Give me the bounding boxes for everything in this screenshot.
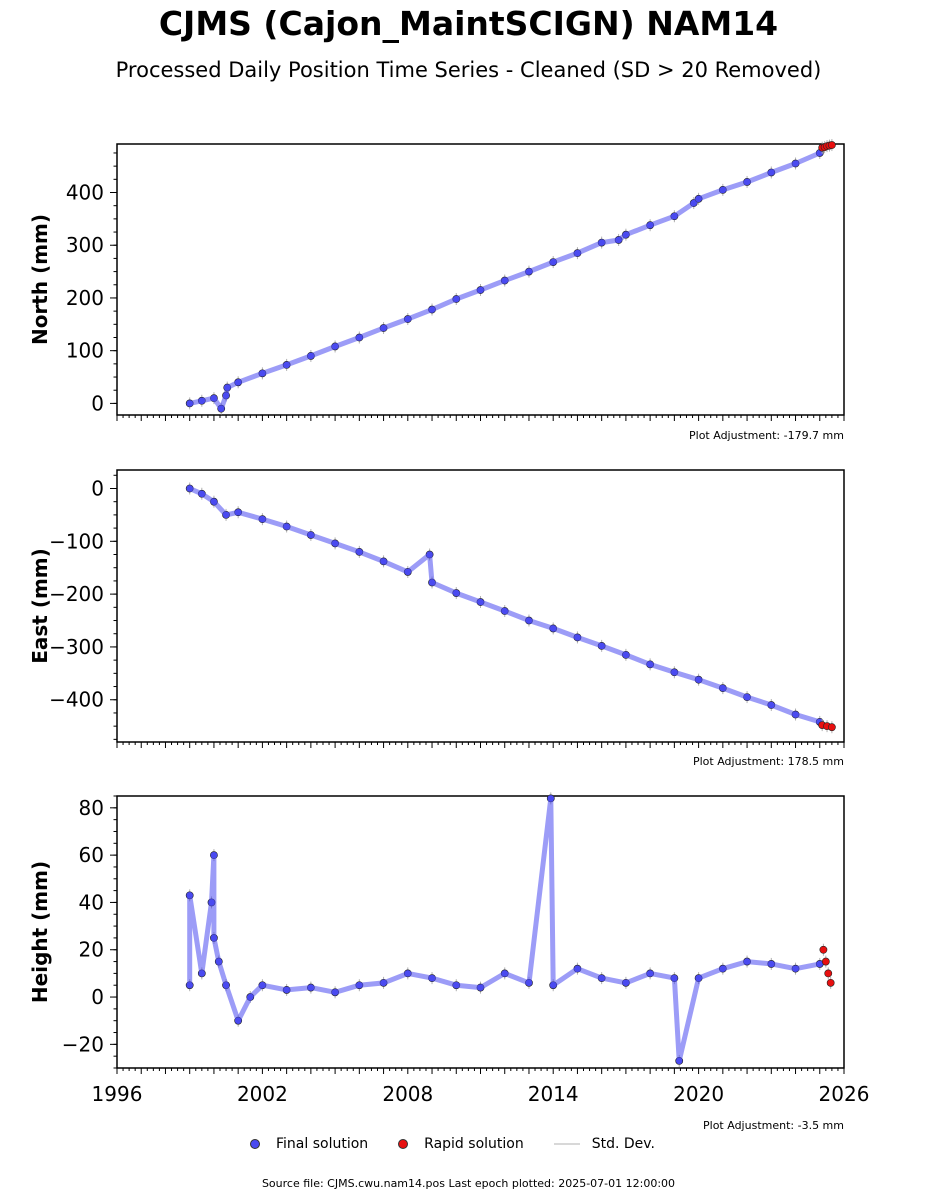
y-axis-label: North (mm) (28, 214, 52, 345)
legend-std-dev: Std. Dev. (553, 1136, 655, 1152)
x-tick-label: 1996 (92, 1082, 143, 1106)
final-solution-marker-icon (250, 1139, 260, 1149)
final-solution-trend (187, 795, 821, 1064)
rapid-solution-point (827, 723, 836, 732)
y-tick-label: −300 (49, 635, 104, 659)
final-solution-trend (189, 150, 821, 412)
legend-std-label: Std. Dev. (591, 1136, 655, 1152)
std-dev-line-icon (553, 1143, 580, 1145)
y-tick-label: 400 (66, 181, 104, 205)
rapid-solution-point (819, 945, 828, 954)
y-axis-label: East (mm) (28, 548, 52, 664)
final-solution-trend (188, 486, 821, 725)
y-tick-label: −400 (49, 688, 104, 712)
y-tick-label: 0 (91, 391, 104, 415)
rapid-solution-marker-icon (398, 1139, 409, 1149)
chart-legend: Final solution Rapid solution Std. Dev. (250, 1136, 685, 1152)
x-tick-label: 2026 (819, 1082, 870, 1106)
rapid-solution-point (821, 957, 830, 966)
y-tick-label: 200 (66, 286, 104, 310)
legend-final-label: Final solution (276, 1136, 369, 1152)
rapid-solution-point (827, 141, 836, 149)
y-tick-label: 100 (66, 339, 104, 363)
legend-final-solution: Final solution (250, 1136, 368, 1152)
x-tick-label: 2014 (528, 1082, 579, 1106)
east-plot-adjustment: Plot Adjustment: 178.5 mm (692, 755, 844, 768)
source-footer: Source file: CJMS.cwu.nam14.pos Last epo… (261, 1177, 676, 1190)
x-tick-label: 2008 (382, 1082, 433, 1106)
y-tick-label: −100 (49, 529, 104, 553)
y-tick-label: 60 (79, 843, 104, 867)
y-tick-label: 20 (79, 938, 104, 962)
chart-subtitle: Processed Daily Position Time Series - C… (115, 58, 822, 82)
y-tick-label: 0 (91, 985, 104, 1009)
y-tick-label: −20 (62, 1032, 104, 1056)
y-tick-label: 0 (91, 476, 104, 500)
rapid-solution-point (824, 969, 833, 978)
chart-title: CJMS (Cajon_MaintSCIGN) NAM14 (158, 4, 779, 43)
legend-rapid-label: Rapid solution (424, 1136, 524, 1152)
plot-frame-2 (116, 795, 845, 1069)
y-tick-label: −200 (49, 582, 104, 606)
rapid-solution-point (826, 978, 835, 987)
x-tick-label: 2002 (237, 1082, 288, 1106)
height-plot-adjustment: Plot Adjustment: -3.5 mm (703, 1119, 844, 1132)
y-tick-label: 300 (66, 233, 104, 257)
y-axis-label: Height (mm) (28, 861, 52, 1003)
y-tick-label: 80 (79, 796, 104, 820)
legend-rapid-solution: Rapid solution (398, 1136, 524, 1152)
x-tick-label: 2020 (673, 1082, 724, 1106)
north-plot-adjustment: Plot Adjustment: -179.7 mm (689, 429, 844, 442)
y-tick-label: 40 (79, 890, 104, 914)
